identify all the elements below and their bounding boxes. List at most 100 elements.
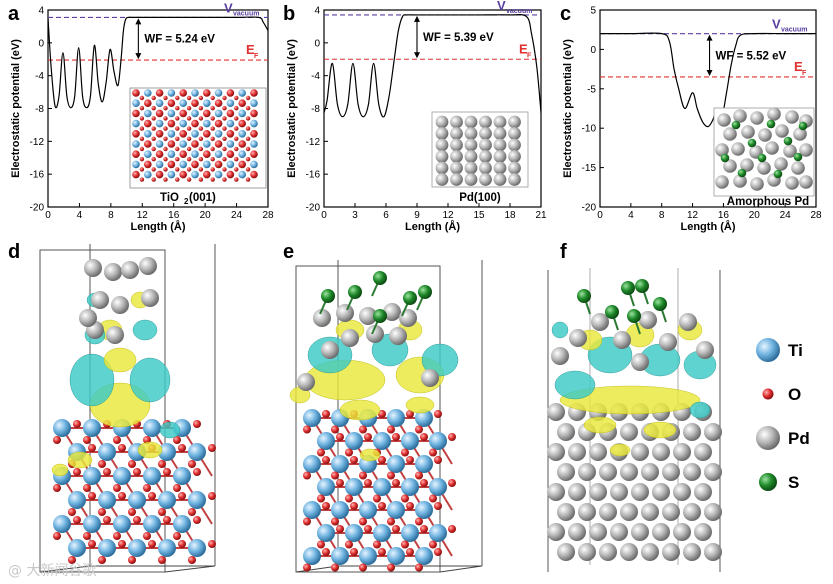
pd-atom [631, 353, 649, 371]
x-tick-label: 16 [168, 210, 180, 221]
ti-atom [238, 109, 246, 118]
ti-atom [303, 409, 321, 427]
pd-atom [435, 150, 449, 163]
o-atom [179, 89, 187, 97]
o-atom [83, 436, 91, 444]
o-atom [378, 410, 386, 418]
o-atom [173, 532, 181, 540]
yellow-isosurface [103, 347, 137, 373]
ti-atom [191, 170, 199, 179]
s-atom [783, 136, 793, 146]
s-atom [635, 279, 649, 293]
work-function-label: WF = 5.52 eV [716, 50, 787, 62]
pd-atom [435, 138, 449, 152]
y-tick-label: -5 [587, 84, 596, 95]
ti-atom [401, 432, 419, 450]
o-atom [210, 157, 215, 162]
ti-atom [132, 119, 140, 128]
o-atom [359, 517, 367, 526]
o-atom [68, 556, 76, 564]
y-tick-label: -12 [306, 137, 321, 148]
pd-atom [435, 173, 449, 186]
o-atom [163, 177, 168, 182]
y-tick-label: -8 [35, 104, 44, 115]
ti-atom [331, 547, 349, 565]
o-atom [198, 95, 204, 101]
pd-atom [493, 127, 507, 140]
vacuum-label: V [497, 0, 506, 13]
y-tick-label: -20 [582, 203, 597, 214]
ti-atom [359, 501, 377, 519]
cell-edge [164, 565, 216, 573]
o-atom [191, 160, 199, 169]
legend-pd-swatch [756, 426, 780, 450]
o-atom [203, 130, 211, 138]
o-atom [303, 563, 311, 572]
pd-atom [662, 503, 680, 521]
o-atom [158, 508, 166, 516]
pd-atom [785, 176, 799, 190]
o-atom [210, 95, 215, 101]
cyan-isosurface [551, 321, 569, 339]
o-atom [222, 167, 227, 172]
cyan-isosurface [689, 401, 711, 419]
o-atom [193, 420, 201, 428]
pd-atom [704, 463, 722, 481]
pd-atom [450, 173, 463, 186]
o-atom [222, 126, 227, 131]
o-atom [163, 468, 171, 476]
legend-o-swatch [762, 388, 774, 400]
pd-atom [464, 150, 478, 163]
ti-atom [303, 501, 321, 519]
pd-atom [479, 173, 492, 186]
ti-atom [226, 99, 235, 107]
pd-atom [508, 150, 521, 163]
legend-s-label: S [788, 473, 799, 492]
o-atom [175, 106, 180, 111]
o-atom [226, 130, 235, 138]
o-atom [167, 99, 176, 107]
o-atom [132, 170, 140, 179]
o-atom [186, 157, 192, 162]
ti-atom [203, 99, 211, 107]
ti-atom [188, 539, 206, 557]
o-atom [113, 532, 121, 540]
ti-atom [98, 443, 116, 461]
x-tick-label: 20 [200, 210, 212, 221]
ti-atom [98, 491, 116, 509]
pd-atom [652, 443, 670, 461]
o-atom [234, 167, 239, 172]
ti-atom [83, 467, 101, 485]
ti-atom [250, 99, 258, 107]
o-atom [420, 433, 428, 441]
pd-atom [591, 313, 609, 331]
o-atom [83, 484, 91, 492]
s-atom [747, 138, 757, 148]
cyan-isosurface [421, 343, 459, 377]
ti-atom [429, 432, 447, 450]
x-tick-label: 12 [687, 210, 699, 221]
ti-atom [373, 524, 391, 542]
ti-atom [345, 524, 363, 542]
o-atom [226, 150, 235, 158]
o-atom [175, 157, 180, 162]
panel-label-f: f [560, 241, 567, 263]
o-atom [448, 433, 456, 441]
pd-atom [399, 309, 417, 327]
pd-atom [723, 159, 737, 173]
ti-atom [158, 491, 176, 509]
pd-atom [508, 173, 521, 186]
o-atom [179, 109, 187, 118]
o-atom [250, 109, 258, 118]
pd-atom [694, 483, 712, 501]
ti-atom [53, 419, 71, 437]
ti-atom [317, 478, 335, 496]
s-atom [348, 285, 362, 299]
pd-atom [659, 333, 677, 351]
ti-atom [238, 130, 246, 138]
pd-atom [775, 124, 789, 138]
pd-atom [450, 115, 463, 129]
ti-atom [179, 99, 187, 107]
o-atom [198, 116, 204, 121]
pd-atom [683, 423, 701, 441]
